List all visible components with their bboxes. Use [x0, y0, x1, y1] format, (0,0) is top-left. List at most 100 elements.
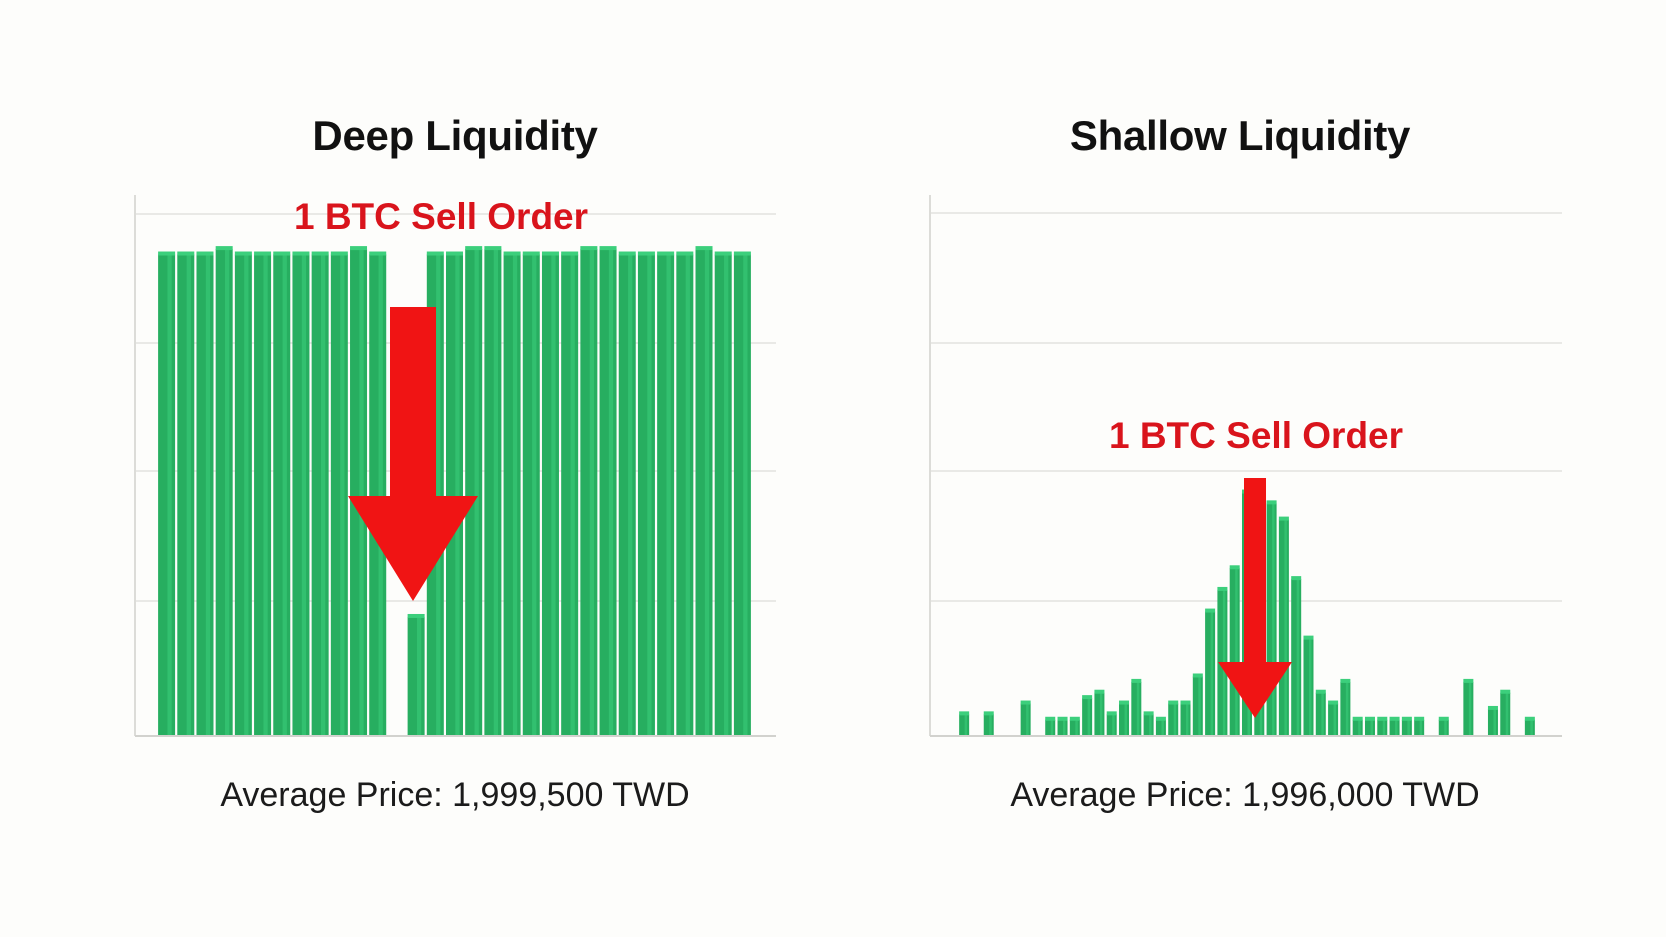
deep-bar-28: [676, 254, 694, 736]
shallow-bar-highlight-34: [1370, 719, 1373, 736]
deep-bar-25: [618, 254, 636, 736]
shallow-bar-18: [1168, 703, 1179, 736]
deep-bar-highlight-18: [493, 249, 498, 736]
deep-liquidity-chart: 1 BTC Sell Order: [134, 195, 776, 737]
deep-bar-cap-16: [446, 251, 463, 256]
deep-bar-highlight-24: [608, 249, 614, 736]
shallow-bar-32: [1340, 681, 1351, 736]
shallow-bar-highlight-36: [1395, 719, 1398, 736]
deep-bar-3: [196, 254, 214, 736]
deep-bar-highlight-30: [724, 254, 729, 736]
deep-bar-9: [311, 254, 329, 736]
shallow-bar-highlight-32: [1345, 681, 1349, 736]
shallow-bar-14: [1119, 703, 1130, 736]
shallow-bar-11: [1082, 698, 1093, 736]
shallow-bar-28: [1291, 579, 1302, 736]
deep-bar-14: [407, 616, 425, 736]
deep-bar-highlight-29: [704, 249, 710, 736]
shallow-bar-highlight-23: [1235, 568, 1238, 736]
deep-bar-2: [177, 254, 195, 736]
deep-bar-8: [292, 254, 310, 736]
deep-bar-cap-7: [273, 251, 291, 256]
shallow-bar-10: [1069, 719, 1080, 736]
shallow-bar-16: [1143, 714, 1154, 736]
deep-bar-highlight-11: [359, 249, 364, 736]
shallow-liquidity-title: Shallow Liquidity: [1069, 112, 1411, 159]
shallow-bar-15: [1131, 681, 1142, 736]
deep-bar-cap-6: [254, 251, 272, 256]
deep-average-price: Average Price: 1,999,500 TWD: [220, 776, 690, 814]
shallow-bar-highlight-27: [1284, 519, 1287, 736]
shallow-bar-cap-32: [1340, 678, 1351, 683]
deep-bar-cap-4: [215, 246, 233, 251]
shallow-bar-highlight-13: [1112, 714, 1115, 736]
shallow-bar-cap-29: [1303, 635, 1314, 640]
shallow-bar-highlight-47: [1530, 719, 1533, 736]
shallow-bar-9: [1057, 719, 1068, 736]
shallow-bar-highlight-28: [1296, 579, 1300, 736]
deep-bar-cap-12: [369, 251, 387, 256]
shallow-liquidity-chart: 1 BTC Sell Order: [929, 195, 1562, 737]
deep-bar-highlight-4: [225, 249, 230, 736]
shallow-bar-38: [1414, 719, 1425, 736]
shallow-bar-cap-35: [1377, 716, 1388, 721]
shallow-bar-highlight-29: [1308, 638, 1312, 736]
deep-bar-highlight-9: [320, 254, 326, 736]
shallow-bar-highlight-12: [1099, 692, 1103, 736]
deep-bar-cap-29: [695, 246, 713, 251]
shallow-bar-cap-30: [1315, 689, 1326, 694]
shallow-bar-6: [1020, 703, 1031, 736]
deep-bar-highlight-17: [474, 249, 479, 736]
shallow-sell-order-label: 1 BTC Sell Order: [1109, 415, 1403, 456]
shallow-bar-cap-9: [1057, 716, 1068, 721]
shallow-bar-cap-34: [1364, 716, 1375, 721]
deep-bar-highlight-28: [685, 254, 690, 736]
deep-bar-cap-14: [407, 613, 425, 618]
deep-bar-11: [350, 249, 368, 736]
deep-bar-highlight-7: [282, 254, 287, 736]
shallow-bar-cap-18: [1168, 700, 1179, 705]
shallow-bar-31: [1328, 703, 1339, 736]
shallow-bar-highlight-37: [1407, 719, 1410, 736]
shallow-bar-highlight-45: [1505, 692, 1509, 736]
shallow-bar-highlight-18: [1173, 703, 1177, 736]
shallow-bar-cap-19: [1180, 700, 1191, 705]
shallow-bar-cap-17: [1155, 716, 1166, 721]
shallow-bar-30: [1315, 692, 1326, 736]
deep-bar-21: [541, 254, 559, 736]
shallow-bar-cap-38: [1414, 716, 1425, 721]
shallow-bar-highlight-1: [964, 714, 968, 736]
shallow-bar-26: [1266, 503, 1277, 736]
shallow-bar-1: [959, 714, 970, 736]
deep-bar-30: [714, 254, 732, 736]
deep-bar-24: [599, 249, 617, 736]
shallow-average-price: Average Price: 1,996,000 TWD: [1010, 776, 1480, 814]
shallow-bar-cap-36: [1389, 716, 1400, 721]
deep-bar-cap-23: [580, 246, 598, 251]
shallow-bar-cap-26: [1266, 500, 1277, 505]
shallow-bar-27: [1278, 519, 1289, 736]
shallow-bar-cap-37: [1401, 716, 1412, 721]
deep-bar-cap-17: [465, 246, 483, 251]
shallow-bar-cap-42: [1463, 678, 1474, 683]
shallow-chart-grid: [930, 212, 1562, 602]
deep-bar-cap-3: [196, 251, 214, 256]
shallow-bar-cap-8: [1045, 716, 1056, 721]
shallow-bar-highlight-3: [989, 714, 992, 736]
deep-bar-12: [369, 254, 387, 736]
deep-bar-27: [657, 254, 675, 736]
deep-bar-20: [522, 254, 540, 736]
shallow-bar-highlight-30: [1321, 692, 1324, 736]
shallow-bar-44: [1487, 708, 1498, 736]
shallow-bar-cap-40: [1438, 716, 1449, 721]
shallow-bar-highlight-33: [1358, 719, 1361, 736]
deep-bar-4: [215, 249, 233, 736]
deep-bar-cap-30: [714, 251, 732, 256]
deep-bar-cap-10: [330, 251, 348, 256]
shallow-bar-highlight-21: [1210, 611, 1214, 736]
shallow-bar-highlight-8: [1050, 719, 1054, 736]
deep-bar-highlight-20: [532, 254, 537, 736]
deep-bar-19: [503, 254, 521, 736]
shallow-bar-cap-21: [1205, 608, 1216, 613]
